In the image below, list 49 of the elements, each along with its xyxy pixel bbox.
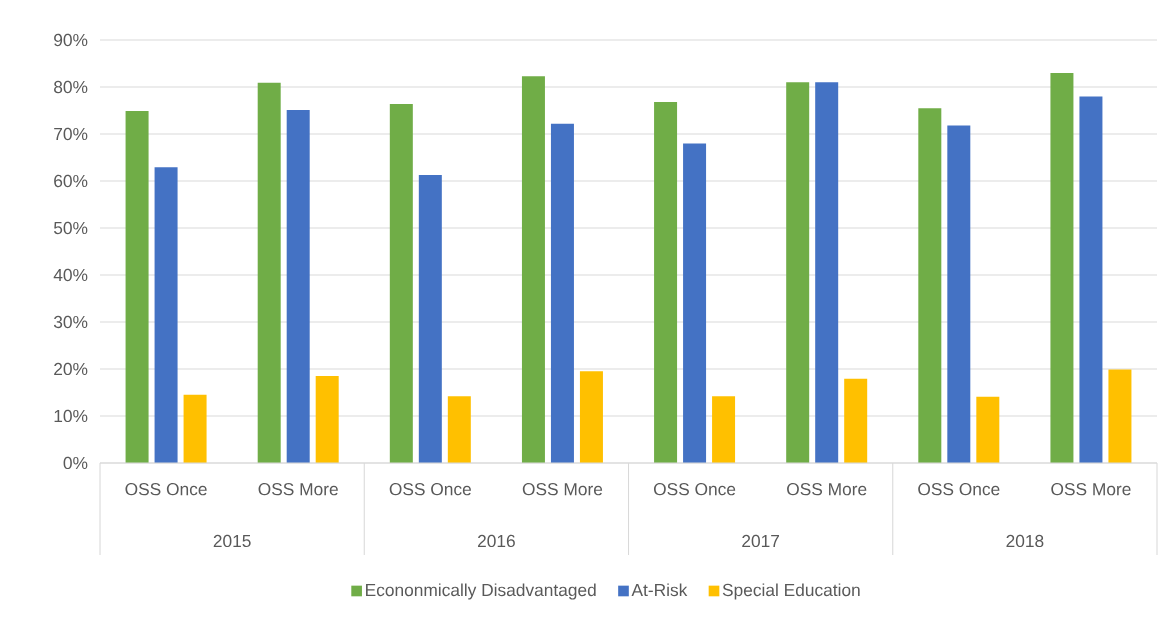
bar: [550, 123, 574, 463]
bar: [183, 394, 207, 463]
x-tick-label: OSS More: [787, 483, 867, 496]
legend-label: At-Risk: [631, 583, 688, 597]
y-tick-label: 70%: [54, 127, 88, 141]
bar: [1108, 369, 1132, 463]
bar: [286, 110, 310, 463]
bar: [447, 396, 471, 463]
bar: [257, 82, 281, 463]
bar: [947, 125, 971, 463]
bar: [315, 376, 339, 463]
bar: [712, 396, 736, 463]
bar: [521, 76, 545, 463]
text: 2015: [213, 534, 251, 548]
bar: [654, 102, 678, 463]
bar: [844, 378, 868, 463]
x-tick-label: OSS Once: [125, 483, 207, 496]
bar: [1079, 96, 1103, 463]
x-tick-label: OSS More: [258, 483, 338, 496]
bar: [918, 108, 942, 463]
bar: [786, 82, 810, 463]
y-tick-label: 50%: [53, 221, 88, 235]
bar: [579, 371, 603, 463]
y-tick-label: 60%: [54, 174, 88, 188]
x-tick-label: OSS More: [1051, 483, 1131, 496]
text: 2017: [742, 534, 780, 548]
legend-label: Econonmically Disadvantaged: [366, 583, 596, 600]
text: 2018: [1006, 534, 1044, 548]
y-tick-label: 80%: [54, 80, 88, 94]
bar: [976, 396, 1000, 463]
text: 2016: [477, 534, 515, 548]
bar: [389, 103, 413, 463]
bar: [683, 143, 707, 463]
x-tick-label: OSS Once: [918, 483, 1000, 496]
y-tick-label: 20%: [54, 362, 88, 376]
y-tick-label: 40%: [53, 268, 88, 282]
y-tick-label: 30%: [53, 315, 88, 329]
bar: [154, 167, 178, 463]
bar: [125, 110, 149, 463]
bar: [1050, 72, 1074, 463]
y-tick-label: 10%: [54, 409, 88, 423]
x-tick-label: OSS Once: [389, 483, 471, 496]
x-tick-label: OSS More: [522, 483, 603, 496]
y-tick-label: 90%: [54, 33, 88, 47]
bar: [418, 174, 442, 463]
legend-label: Special Education: [722, 583, 860, 600]
x-tick-label: OSS Once: [653, 483, 736, 496]
y-tick-label: 0%: [63, 456, 88, 470]
bar: [815, 82, 839, 463]
